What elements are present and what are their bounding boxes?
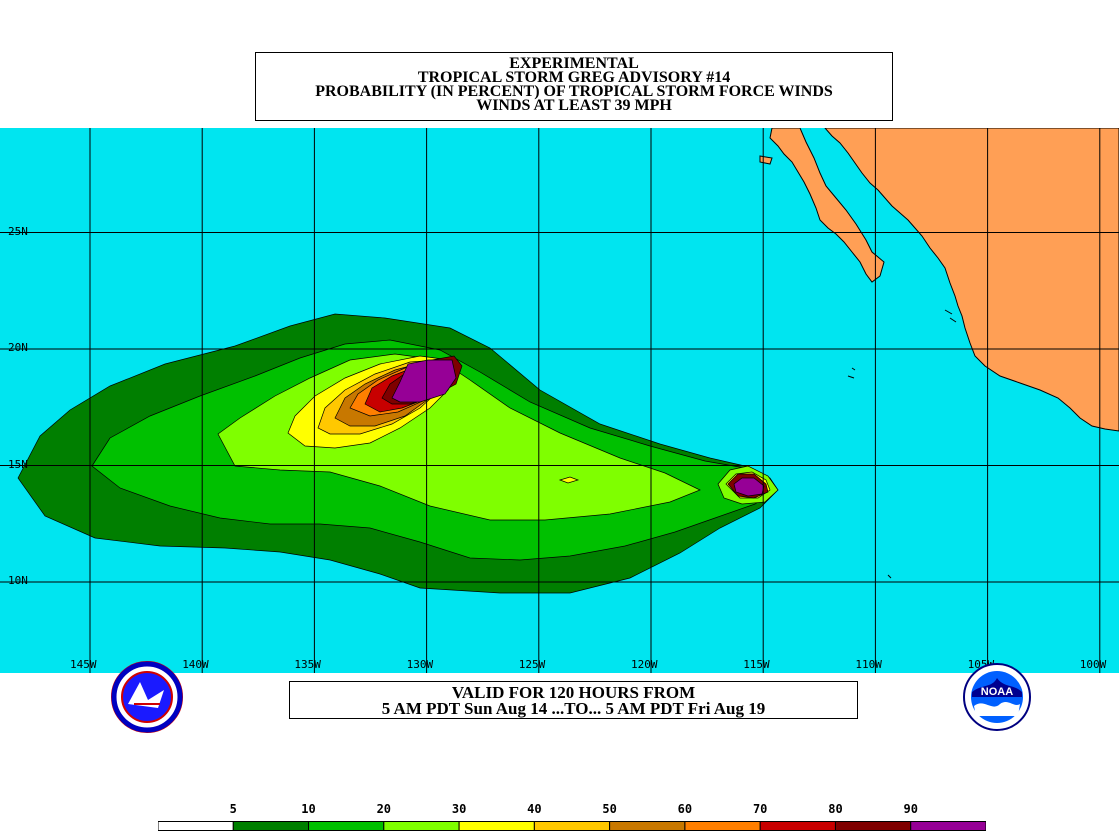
valid-line-1: VALID FOR 120 HOURS FROM <box>451 683 696 702</box>
baja-tip-island <box>759 155 773 165</box>
legend-label: 60 <box>677 802 693 816</box>
legend-swatch <box>158 821 234 831</box>
legend-swatch <box>910 821 986 831</box>
lon-label: 145W <box>70 658 97 671</box>
lon-label: 130W <box>406 658 434 671</box>
lon-label: 110W <box>855 658 882 671</box>
legend-swatch <box>458 821 535 831</box>
legend-swatch <box>759 821 836 831</box>
legend-label: 70 <box>752 802 768 816</box>
legend-label: 80 <box>828 802 843 816</box>
valid-time-box: VALID FOR 120 HOURS FROM 5 AM PDT Sun Au… <box>289 681 858 719</box>
lon-label: 140W <box>182 658 209 671</box>
lon-label: 120W <box>631 658 658 671</box>
contour-90-plus <box>391 359 457 403</box>
contour-small-20-30 <box>558 476 580 484</box>
islas-marias <box>944 309 957 323</box>
title-line-1: EXPERIMENTAL <box>509 55 639 72</box>
legend-label: 40 <box>527 802 542 816</box>
legend-color-bar <box>158 821 986 831</box>
legend-label: 20 <box>376 802 392 816</box>
lon-label: 100W <box>1079 658 1107 671</box>
legend-swatch <box>834 821 912 831</box>
legend-swatch <box>684 821 761 831</box>
mainland-mexico <box>824 128 1119 432</box>
probability-map <box>0 128 1119 673</box>
legend-swatch <box>308 821 385 831</box>
title-line-4: WINDS AT LEAST 39 MPH <box>476 97 672 114</box>
lat-label: 15N <box>8 457 28 471</box>
legend-label: 5 <box>229 802 237 816</box>
legend-label: 30 <box>451 802 467 816</box>
lon-label: 115W <box>743 658 770 671</box>
baja-california <box>769 128 885 283</box>
lon-label: 135W <box>294 658 321 671</box>
lat-label: 25N <box>8 224 28 238</box>
noaa-logo-text: NOAA <box>981 686 1013 698</box>
legend-label: 90 <box>903 802 918 816</box>
legend-label: 50 <box>602 802 617 816</box>
legend-swatch <box>533 821 611 831</box>
legend-label: 10 <box>301 802 316 816</box>
title-line-2: TROPICAL STORM GREG ADVISORY #14 <box>417 69 731 86</box>
title-line-3: PROBABILITY (IN PERCENT) OF TROPICAL STO… <box>315 83 833 100</box>
nws-logo <box>111 661 183 733</box>
revillagigedo-islands <box>847 367 892 579</box>
lon-label: 125W <box>518 658 546 671</box>
legend-swatch <box>383 821 460 831</box>
legend-swatch <box>609 821 686 831</box>
legend-swatch <box>232 821 310 831</box>
legend-labels: 5 10 20 30 40 50 60 70 80 90 <box>0 800 1119 816</box>
lat-lon-grid <box>0 128 1119 673</box>
lat-label: 10N <box>8 574 28 587</box>
noaa-logo: NOAA <box>963 663 1031 731</box>
valid-line-2: 5 AM PDT Sun Aug 14 ...TO... 5 AM PDT Fr… <box>381 699 766 718</box>
lat-label: 20N <box>8 341 28 354</box>
title-box: EXPERIMENTAL TROPICAL STORM GREG ADVISOR… <box>255 52 893 121</box>
